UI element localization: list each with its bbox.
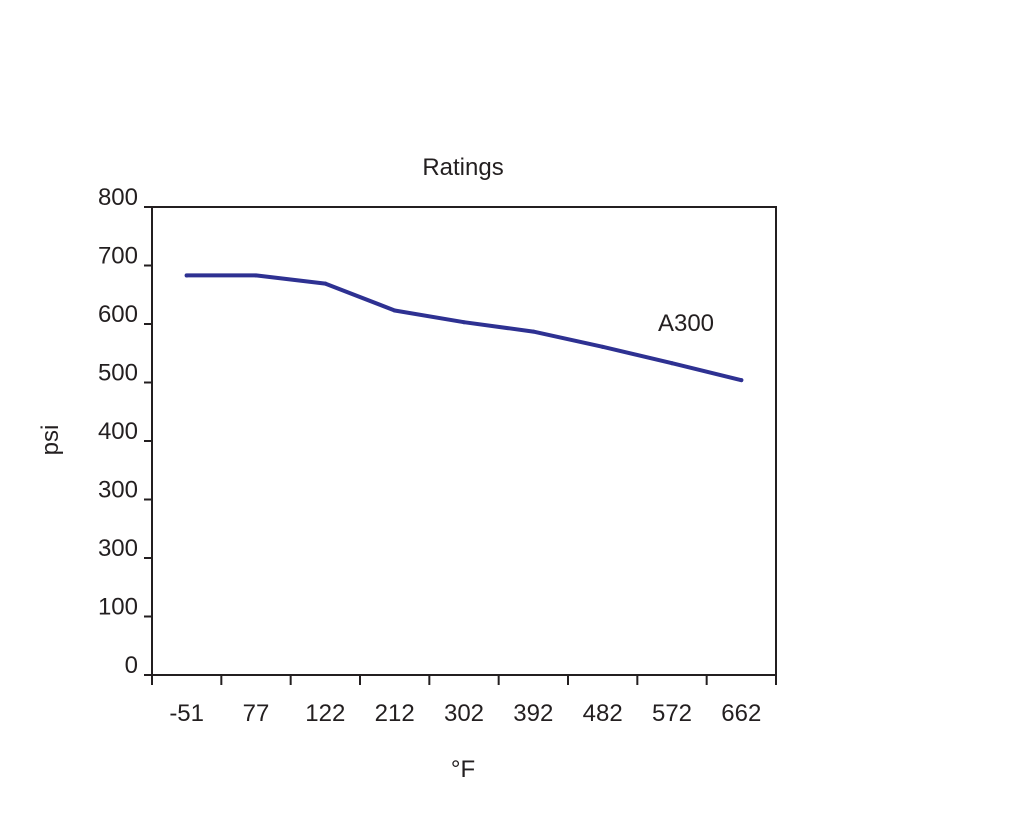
y-tick-label: 600 [98,301,138,328]
y-tick-label: 700 [98,243,138,270]
x-tick-label: 392 [513,700,553,727]
x-tick-label: 482 [583,700,623,727]
x-tick-label: -51 [169,700,204,727]
data-point [670,361,674,366]
x-axis-ticks [151,675,777,685]
chart-title: Ratings [422,154,503,181]
x-axis-tick-labels: -51 77 122 212 302 392 482 572 662 [169,700,761,727]
data-point [392,308,397,313]
data-point [462,320,466,325]
x-tick-label: 77 [243,700,270,727]
x-axis-label: °F [451,756,475,783]
y-tick-label: 400 [98,418,138,445]
data-point [184,273,189,278]
x-tick-label: 212 [375,700,415,727]
series-layer [184,273,744,383]
x-tick-label: 122 [305,700,345,727]
data-point [323,281,328,286]
x-tick-label: 662 [721,700,761,727]
data-point [531,329,536,334]
y-tick-label: 800 [98,184,138,211]
y-tick-label: 0 [125,652,138,679]
data-point [254,273,258,278]
series-label-a300: A300 [658,310,714,337]
y-tick-label: 300 [98,477,138,504]
x-tick-label: 302 [444,700,484,727]
y-axis-ticks [144,206,152,676]
x-tick-label: 572 [652,700,692,727]
y-tick-label: 100 [98,594,138,621]
y-axis-label: psi [37,425,64,456]
data-point [739,378,744,383]
data-point [600,344,605,349]
y-axis-tick-labels: 0 100 300 300 400 500 600 700 800 [98,184,138,679]
y-tick-label: 300 [98,535,138,562]
y-tick-label: 500 [98,360,138,387]
